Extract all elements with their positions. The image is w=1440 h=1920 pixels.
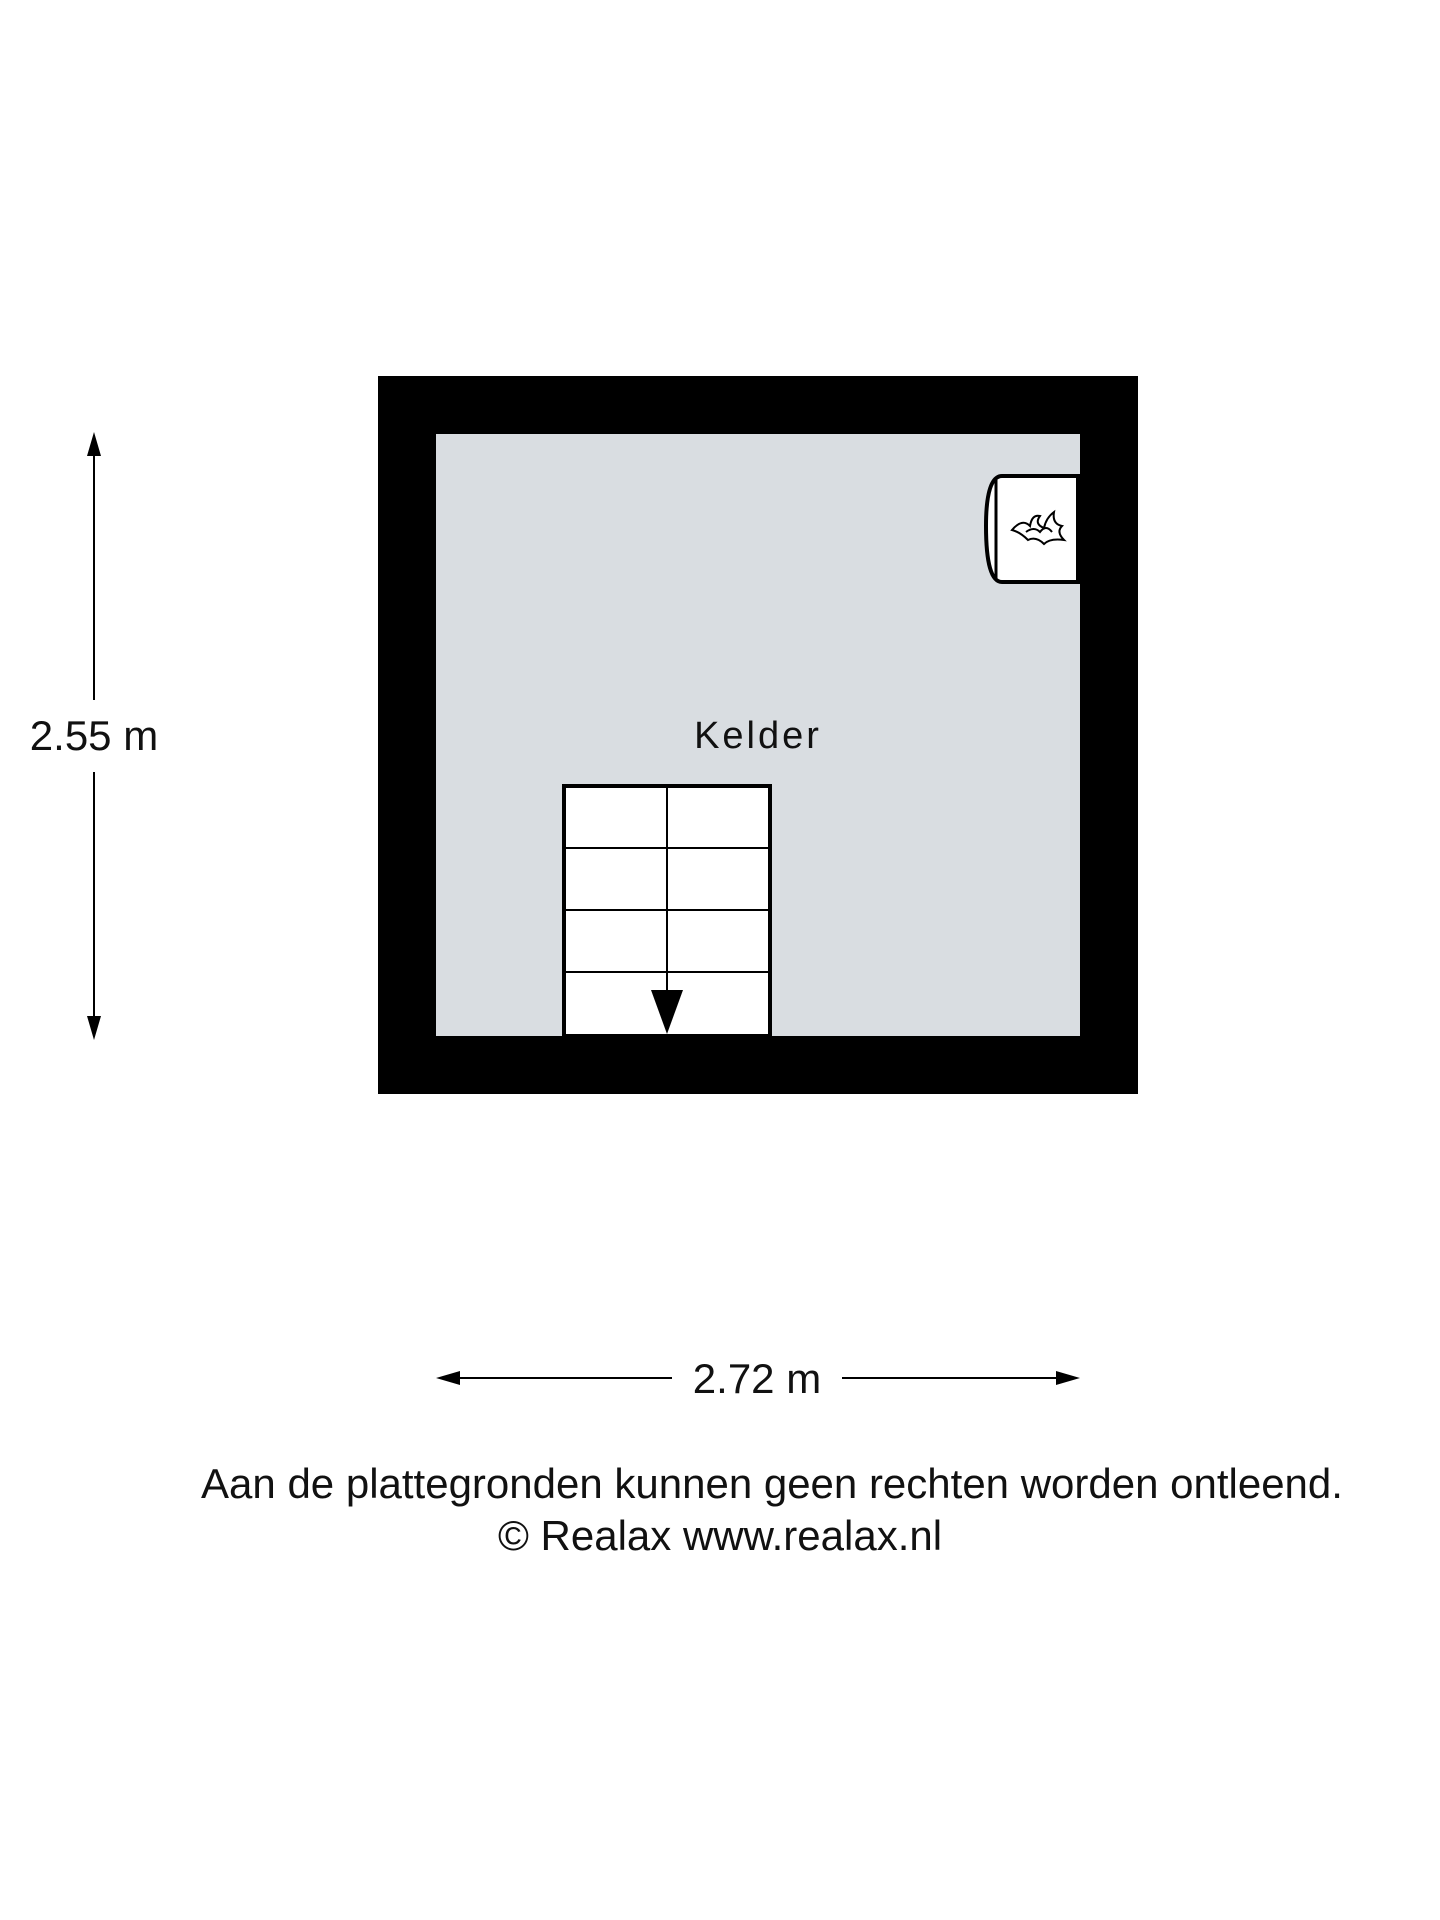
room-label: Kelder [694, 715, 822, 757]
height-label: 2.55 m [30, 712, 158, 759]
width-label: 2.72 m [693, 1355, 821, 1402]
arrow-down-icon [87, 1016, 101, 1040]
boiler-unit [983, 474, 1080, 584]
arrow-left-icon [436, 1371, 460, 1385]
stairs-direction-arrow [651, 990, 683, 1034]
flame-icon [1010, 509, 1067, 546]
stairs [562, 784, 772, 1038]
disclaimer-text: Aan de plattegronden kunnen geen rechten… [201, 1460, 1343, 1507]
height-dimension [87, 432, 101, 1040]
arrow-right-icon [1056, 1371, 1080, 1385]
copyright-text: © Realax www.realax.nl [497, 1512, 943, 1559]
arrow-up-icon [87, 432, 101, 456]
width-dimension [436, 1371, 1080, 1385]
